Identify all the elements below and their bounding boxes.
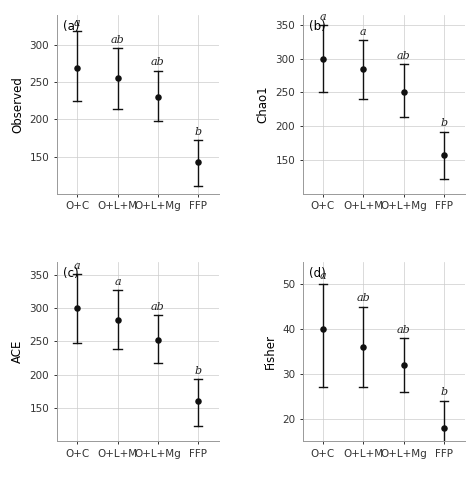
Point bbox=[154, 93, 162, 101]
Text: ab: ab bbox=[151, 57, 165, 68]
Y-axis label: Chao1: Chao1 bbox=[257, 85, 270, 123]
Point bbox=[319, 55, 327, 63]
Text: a: a bbox=[74, 18, 81, 28]
Point bbox=[440, 151, 448, 159]
Text: b: b bbox=[195, 366, 202, 376]
Point bbox=[73, 304, 81, 312]
Text: ab: ab bbox=[356, 294, 370, 303]
Point bbox=[195, 397, 202, 405]
Point bbox=[440, 424, 448, 432]
Point bbox=[319, 325, 327, 333]
Text: ab: ab bbox=[397, 51, 411, 61]
Y-axis label: Observed: Observed bbox=[11, 76, 24, 133]
Point bbox=[154, 336, 162, 343]
Point bbox=[400, 361, 408, 369]
Text: a: a bbox=[360, 27, 367, 37]
Point bbox=[114, 74, 121, 82]
Y-axis label: Fisher: Fisher bbox=[264, 334, 276, 369]
Text: a: a bbox=[74, 261, 81, 270]
Text: (b): (b) bbox=[309, 20, 326, 33]
Text: (a): (a) bbox=[64, 20, 80, 33]
Point bbox=[73, 65, 81, 73]
Text: a: a bbox=[319, 271, 326, 281]
Text: (d): (d) bbox=[309, 267, 326, 280]
Point bbox=[195, 159, 202, 167]
Y-axis label: ACE: ACE bbox=[11, 340, 24, 363]
Text: b: b bbox=[441, 119, 448, 128]
Text: ab: ab bbox=[110, 35, 124, 45]
Text: a: a bbox=[114, 276, 121, 287]
Text: ab: ab bbox=[397, 325, 411, 335]
Point bbox=[400, 88, 408, 96]
Point bbox=[360, 65, 367, 73]
Text: ab: ab bbox=[151, 302, 165, 312]
Point bbox=[360, 343, 367, 351]
Text: a: a bbox=[319, 12, 326, 22]
Text: b: b bbox=[441, 388, 448, 397]
Point bbox=[114, 316, 121, 323]
Text: (c): (c) bbox=[64, 267, 79, 280]
Text: b: b bbox=[195, 127, 202, 137]
